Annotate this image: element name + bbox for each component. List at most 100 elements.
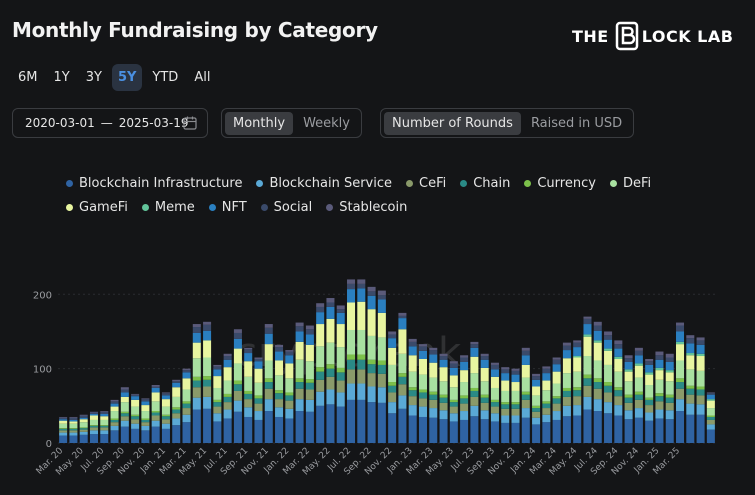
bar-segment-currency[interactable] [357, 354, 366, 360]
bar-segment-blockchain-service[interactable] [295, 399, 304, 412]
bar-segment-cefi[interactable] [336, 380, 345, 393]
bar-segment-nft[interactable] [655, 359, 664, 368]
bar-segment-social[interactable] [624, 358, 633, 362]
bar-segment-nft[interactable] [398, 318, 407, 330]
bar-segment-gamefi[interactable] [583, 336, 592, 357]
bar-segment-stablecoin[interactable] [449, 361, 458, 364]
bar-segment-blockchain-service[interactable] [275, 407, 284, 417]
bar-segment-currency[interactable] [69, 428, 78, 429]
bar-segment-chain[interactable] [480, 397, 489, 403]
bar-segment-stablecoin[interactable] [398, 312, 407, 316]
bar-segment-currency[interactable] [316, 367, 325, 372]
bar-segment-blockchain-infrastructure[interactable] [388, 413, 397, 443]
bar-segment-chain[interactable] [542, 403, 551, 409]
bar-segment-blockchain-service[interactable] [511, 415, 520, 423]
bar-segment-blockchain-service[interactable] [645, 412, 654, 421]
bar-segment-cefi[interactable] [696, 395, 705, 405]
bar-segment-blockchain-service[interactable] [182, 414, 191, 423]
bar-segment-cefi[interactable] [429, 399, 438, 409]
bar-segment-chain[interactable] [120, 413, 129, 417]
bar-segment-nft[interactable] [295, 331, 304, 342]
bar-segment-blockchain-service[interactable] [244, 407, 253, 417]
bar-segment-gamefi[interactable] [161, 399, 170, 407]
bar-segment-chain[interactable] [429, 394, 438, 400]
bar-segment-nft[interactable] [192, 332, 201, 343]
bar-segment-social[interactable] [665, 357, 674, 362]
bar-segment-blockchain-service[interactable] [69, 432, 78, 436]
frequency-monthly-option[interactable]: Monthly [225, 111, 294, 135]
bar-segment-meme[interactable] [665, 370, 674, 373]
bar-segment-nft[interactable] [347, 289, 356, 303]
bar-segment-stablecoin[interactable] [408, 338, 417, 342]
bar-segment-gamefi[interactable] [398, 329, 407, 354]
metric-number-of-rounds-option[interactable]: Number of Rounds [384, 111, 521, 135]
bar-segment-blockchain-service[interactable] [59, 432, 68, 436]
bar-segment-stablecoin[interactable] [326, 298, 335, 303]
bar-segment-social[interactable] [285, 351, 294, 356]
bar-segment-cefi[interactable] [275, 399, 284, 408]
bar-segment-social[interactable] [490, 364, 499, 370]
bar-segment-stablecoin[interactable] [264, 324, 273, 328]
bar-segment-cefi[interactable] [347, 369, 356, 384]
bar-segment-nft[interactable] [501, 373, 510, 381]
bar-segment-stablecoin[interactable] [388, 331, 397, 335]
bar-segment-blockchain-service[interactable] [624, 410, 633, 420]
bar-segment-social[interactable] [151, 386, 160, 388]
bar-segment-chain[interactable] [59, 428, 68, 431]
bar-segment-stablecoin[interactable] [604, 331, 613, 336]
bar-segment-gamefi[interactable] [562, 358, 571, 374]
bar-segment-chain[interactable] [141, 419, 150, 423]
bar-segment-gamefi[interactable] [634, 365, 643, 378]
bar-segment-currency[interactable] [367, 359, 376, 365]
bar-segment-blockchain-infrastructure[interactable] [696, 414, 705, 443]
bar-segment-gamefi[interactable] [285, 363, 294, 379]
bar-segment-social[interactable] [583, 318, 592, 325]
bar-segment-currency[interactable] [614, 387, 623, 391]
bar-segment-currency[interactable] [696, 386, 705, 390]
bar-segment-defi[interactable] [460, 382, 469, 396]
bar-segment-cefi[interactable] [305, 389, 314, 400]
bar-segment-nft[interactable] [532, 379, 541, 387]
bar-segment-defi[interactable] [624, 381, 633, 395]
bar-segment-social[interactable] [634, 350, 643, 356]
bar-segment-blockchain-infrastructure[interactable] [439, 419, 448, 443]
bar-segment-defi[interactable] [254, 382, 263, 396]
bar-segment-gamefi[interactable] [275, 360, 284, 376]
bar-segment-social[interactable] [295, 326, 304, 332]
bar-segment-nft[interactable] [408, 346, 417, 356]
bar-segment-blockchain-service[interactable] [89, 430, 98, 435]
bar-segment-chain[interactable] [388, 385, 397, 393]
bar-segment-currency[interactable] [203, 376, 212, 380]
bar-segment-chain[interactable] [316, 371, 325, 380]
bar-segment-stablecoin[interactable] [203, 321, 212, 325]
bar-segment-social[interactable] [511, 370, 520, 375]
bar-segment-gamefi[interactable] [408, 355, 417, 372]
frequency-weekly-option[interactable]: Weekly [303, 115, 350, 131]
bar-segment-cefi[interactable] [706, 419, 715, 425]
bar-segment-social[interactable] [79, 415, 88, 418]
bar-segment-blockchain-infrastructure[interactable] [480, 419, 489, 443]
bar-segment-gamefi[interactable] [347, 302, 356, 330]
bar-segment-currency[interactable] [521, 391, 530, 395]
bar-segment-blockchain-service[interactable] [203, 396, 212, 409]
bar-segment-stablecoin[interactable] [151, 385, 160, 387]
bar-segment-stablecoin[interactable] [573, 340, 582, 343]
bar-segment-social[interactable] [655, 355, 664, 360]
bar-segment-nft[interactable] [100, 414, 109, 417]
bar-segment-social[interactable] [275, 347, 284, 352]
bar-segment-stablecoin[interactable] [233, 329, 242, 333]
range-ytd-button[interactable]: YTD [152, 70, 179, 85]
bar-segment-blockchain-infrastructure[interactable] [336, 406, 345, 443]
bar-segment-blockchain-infrastructure[interactable] [624, 419, 633, 443]
bar-segment-blockchain-infrastructure[interactable] [295, 411, 304, 443]
bar-segment-gamefi[interactable] [511, 382, 520, 391]
bar-segment-chain[interactable] [521, 394, 530, 400]
bar-segment-defi[interactable] [203, 357, 212, 377]
bar-segment-nft[interactable] [696, 344, 705, 354]
bar-segment-nft[interactable] [357, 288, 366, 302]
bar-segment-blockchain-service[interactable] [604, 402, 613, 414]
legend-item-social[interactable]: Social [260, 200, 312, 215]
bar-segment-nft[interactable] [203, 330, 212, 341]
bar-segment-blockchain-infrastructure[interactable] [429, 417, 438, 443]
bar-segment-social[interactable] [408, 341, 417, 347]
